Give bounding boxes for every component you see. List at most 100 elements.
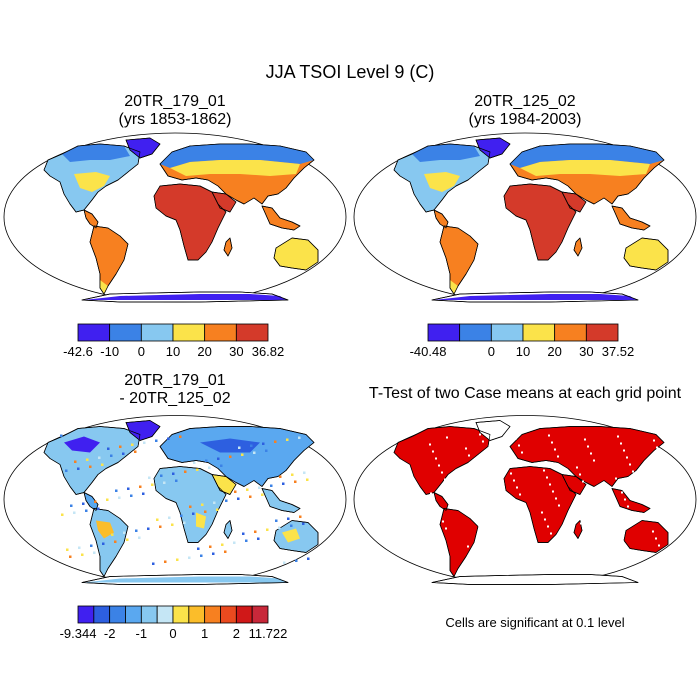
coastline-africa xyxy=(153,183,227,261)
non-significant-cell xyxy=(514,528,516,531)
coastline-australia xyxy=(623,520,669,553)
anomaly-cell xyxy=(167,437,170,440)
field-region xyxy=(510,144,664,168)
coastline-antarctica xyxy=(431,574,639,585)
colorbar-swatch xyxy=(235,605,253,624)
anomaly-cell xyxy=(142,492,145,495)
anomaly-cell xyxy=(258,486,261,489)
non-significant-cell xyxy=(619,533,621,536)
non-significant-cell xyxy=(477,475,479,478)
anomaly-cell xyxy=(74,460,77,463)
non-significant-cell xyxy=(516,486,518,489)
anomaly-cell xyxy=(77,467,80,470)
anomaly-cell xyxy=(176,558,179,561)
anomaly-cell xyxy=(102,542,105,545)
anomaly-cell xyxy=(275,519,278,522)
field-region xyxy=(96,520,114,539)
anomaly-cell xyxy=(135,529,138,532)
anomaly-cell xyxy=(101,463,104,466)
anomaly-cell xyxy=(262,442,265,445)
anomaly-cell xyxy=(237,497,240,500)
anomaly-cell xyxy=(224,550,227,553)
coastline-greenland xyxy=(125,137,161,159)
anomaly-cell xyxy=(278,526,281,529)
panel-2-title: 20TR_125_02 (yrs 1984-2003) xyxy=(375,93,675,130)
non-significant-cell xyxy=(439,513,441,516)
non-significant-cell xyxy=(431,541,433,544)
colorbar-swatch xyxy=(554,323,587,342)
coastline-samerica xyxy=(89,508,129,577)
coastline-seasia xyxy=(611,488,651,513)
coastline-samerica xyxy=(439,225,479,295)
coastline-seasia xyxy=(611,205,651,231)
non-significant-cell xyxy=(540,462,542,465)
coastline-samerica xyxy=(439,508,479,577)
anomaly-cell xyxy=(147,527,150,530)
non-significant-cell xyxy=(552,490,554,493)
colorbar-swatch xyxy=(235,323,269,342)
anomaly-cell xyxy=(86,458,89,461)
anomaly-cell xyxy=(249,495,252,498)
non-significant-cell xyxy=(628,554,630,557)
panel-4-title: T-Test of two Case means at each grid po… xyxy=(350,385,700,403)
colorbar-tick-label: -1 xyxy=(136,626,148,641)
anomaly-cell xyxy=(73,511,76,514)
non-significant-cell xyxy=(587,445,589,448)
non-significant-cell xyxy=(549,483,551,486)
colorbar-tick-label: 30 xyxy=(579,344,593,359)
non-significant-cell xyxy=(668,474,670,477)
non-significant-cell xyxy=(613,519,615,522)
anomaly-cell xyxy=(253,451,256,454)
anomaly-cell xyxy=(156,518,159,521)
anomaly-cell xyxy=(274,440,277,443)
anomaly-cell xyxy=(155,439,158,442)
colorbar-tick-label: -10 xyxy=(100,344,119,359)
coastline-eurasia xyxy=(509,143,665,205)
panel-1-title: 20TR_179_01 (yrs 1853-1862) xyxy=(25,93,325,130)
non-significant-cell xyxy=(507,465,509,468)
colorbar-swatch xyxy=(109,323,142,342)
colorbar-swatch xyxy=(172,323,206,342)
panel-1-title-line1: 20TR_179_01 xyxy=(124,93,226,110)
anomaly-cell xyxy=(159,525,162,528)
anomaly-cell xyxy=(111,533,114,536)
colorbar-swatch xyxy=(251,605,269,624)
non-significant-cell xyxy=(410,432,412,435)
anomaly-cell xyxy=(213,501,216,504)
anomaly-cell xyxy=(286,438,289,441)
coastline-madagascar xyxy=(223,520,233,539)
colorbar-tick-label: -9.344 xyxy=(60,626,97,641)
non-significant-cell xyxy=(548,434,550,437)
field-region xyxy=(160,144,314,168)
anomaly-cell xyxy=(221,543,224,546)
anomaly-cell xyxy=(241,453,244,456)
colorbar-tick-label: 20 xyxy=(197,344,211,359)
coastline-arabia xyxy=(561,474,587,495)
coastline-eurasia xyxy=(159,143,315,205)
anomaly-cell xyxy=(110,454,113,457)
coastline-eurasia xyxy=(159,426,315,487)
anomaly-cell xyxy=(306,478,309,481)
non-significant-cell xyxy=(630,512,632,515)
anomaly-cell xyxy=(303,471,306,474)
anomaly-cell xyxy=(307,557,310,560)
significance-note: Cells are significant at 0.1 level xyxy=(445,615,625,630)
non-significant-cell xyxy=(631,561,633,564)
non-significant-cell xyxy=(550,532,552,535)
coastline-antarctica xyxy=(81,291,289,303)
anomaly-cell xyxy=(261,493,264,496)
anomaly-cell xyxy=(238,446,241,449)
anomaly-cell xyxy=(234,490,237,493)
colorbar-tick-label: -42.6 xyxy=(63,344,93,359)
field-region xyxy=(74,172,110,192)
non-significant-cell xyxy=(620,442,622,445)
non-significant-cell xyxy=(541,511,543,514)
colorbar-swatch xyxy=(93,605,111,624)
anomaly-cell xyxy=(229,455,232,458)
non-significant-cell xyxy=(590,452,592,455)
anomaly-cell xyxy=(85,509,88,512)
non-significant-cell xyxy=(518,444,520,447)
coastline-seasia xyxy=(261,205,301,231)
anomaly-cell xyxy=(164,560,167,563)
non-significant-cell xyxy=(667,565,669,568)
